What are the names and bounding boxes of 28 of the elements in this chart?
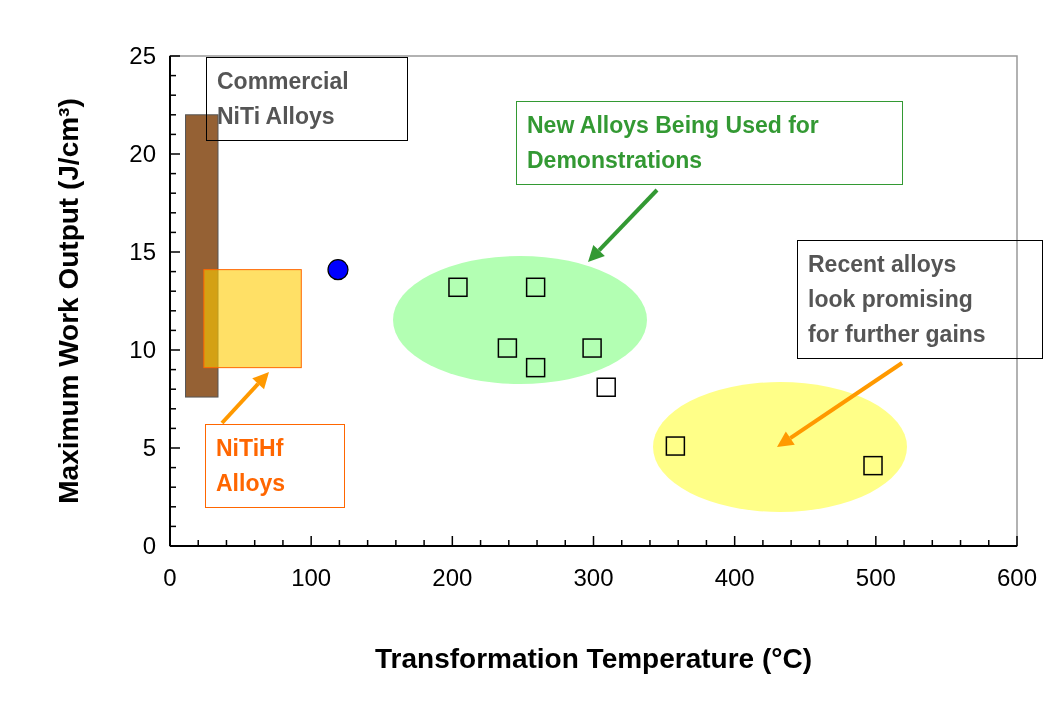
annotation: NiTiHf Alloys bbox=[205, 424, 345, 508]
x-axis-title: Transformation Temperature (°C) bbox=[375, 643, 812, 674]
point bbox=[327, 259, 349, 281]
point bbox=[525, 277, 546, 298]
point bbox=[582, 338, 602, 358]
x-tick-label: 0 bbox=[163, 564, 177, 591]
y-axis-title: Maximum Work Output (J/cm³) bbox=[53, 98, 84, 504]
x-tick-label: 600 bbox=[996, 564, 1038, 591]
y-tick-label: 10 bbox=[129, 336, 156, 363]
x-tick-label: 100 bbox=[291, 564, 332, 591]
annotation: Recent alloys look promising for further gains bbox=[797, 240, 1043, 359]
annotation: Commercial NiTi Alloys bbox=[206, 57, 408, 141]
point bbox=[525, 357, 546, 378]
point bbox=[665, 436, 686, 456]
x-tick-label: 300 bbox=[573, 564, 614, 591]
point bbox=[448, 277, 468, 298]
y-tick-label: 5 bbox=[142, 434, 156, 461]
point bbox=[497, 338, 518, 358]
x-tick-label: 400 bbox=[714, 564, 755, 591]
point bbox=[863, 455, 883, 476]
y-tick-label: 0 bbox=[142, 532, 156, 559]
y-tick-label: 15 bbox=[129, 238, 156, 265]
y-tick-label: 20 bbox=[129, 140, 156, 167]
y-tick-label: 25 bbox=[129, 42, 156, 69]
annotation: New Alloys Being Used for Demonstrations bbox=[516, 101, 903, 185]
x-tick-label: 200 bbox=[432, 564, 473, 591]
point bbox=[596, 377, 616, 397]
x-tick-label: 500 bbox=[855, 564, 896, 591]
